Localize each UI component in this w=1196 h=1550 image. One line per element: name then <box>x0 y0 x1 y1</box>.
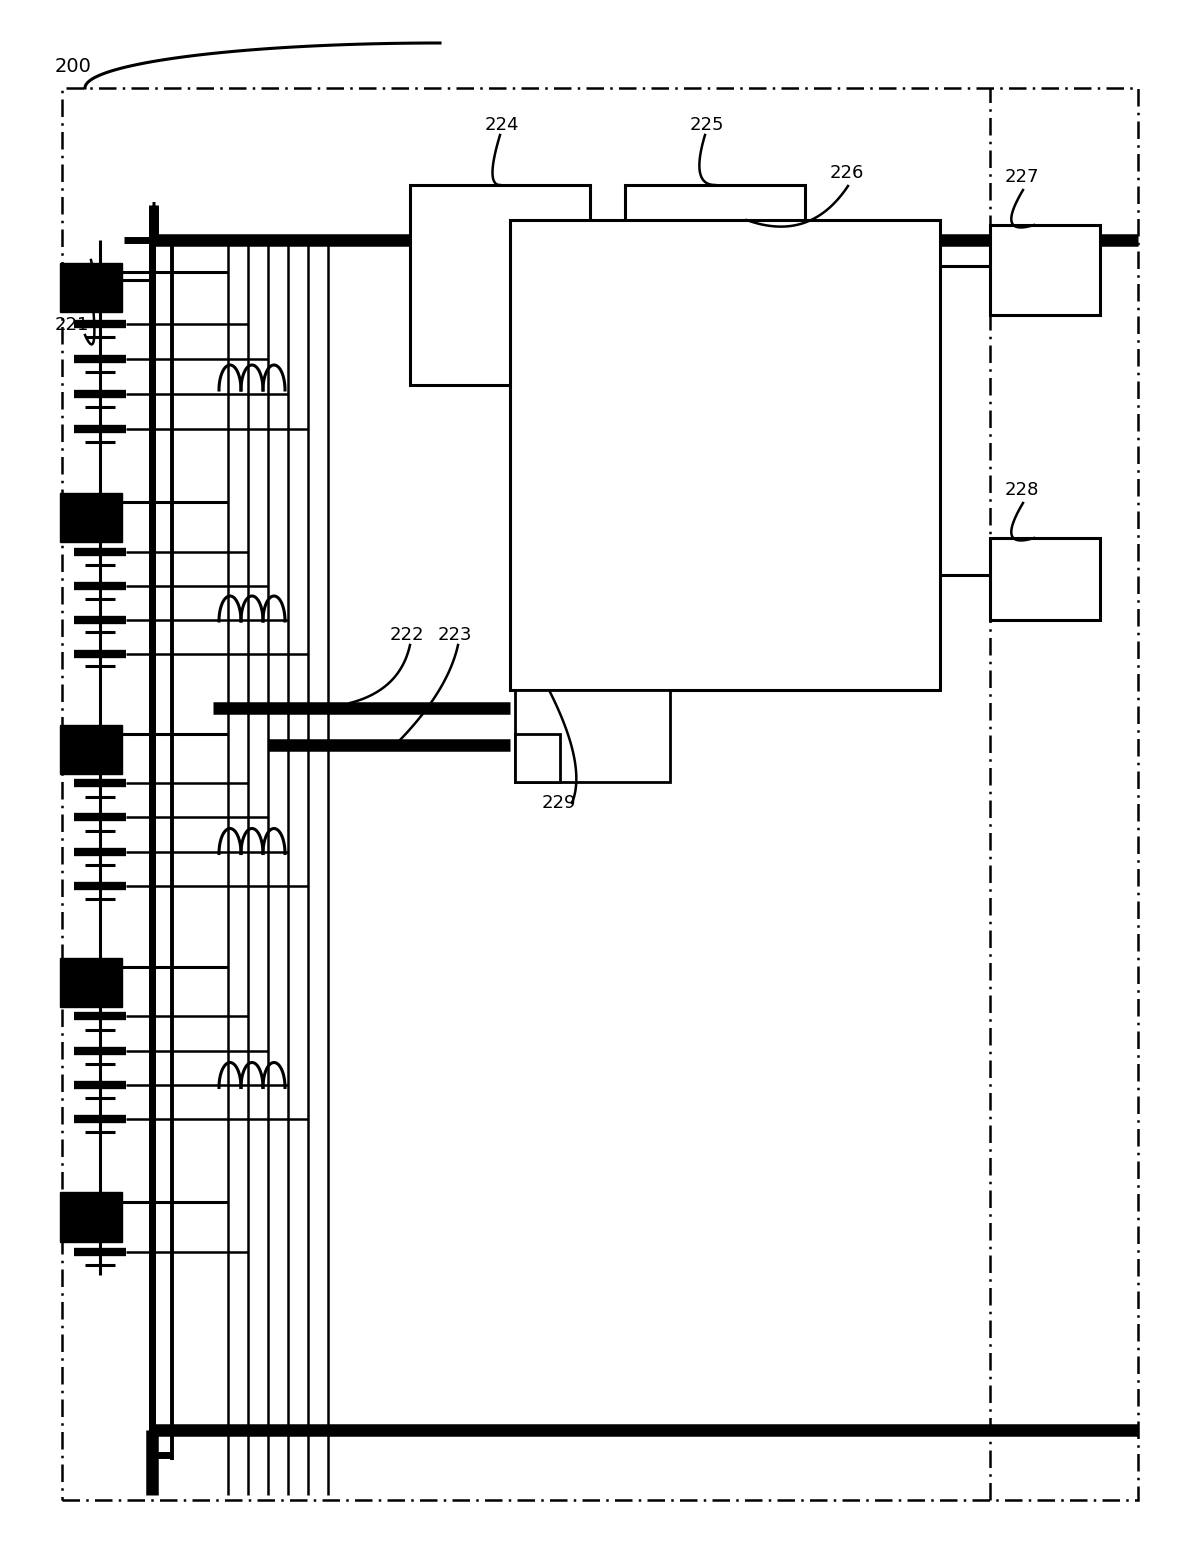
Bar <box>990 538 1100 620</box>
Text: 226: 226 <box>830 164 865 181</box>
Bar <box>60 493 122 542</box>
Bar <box>515 735 560 783</box>
Bar <box>60 1192 122 1242</box>
Bar <box>60 958 122 1008</box>
Bar <box>410 184 590 384</box>
Bar <box>990 225 1100 315</box>
Bar <box>515 690 670 783</box>
Text: 221: 221 <box>55 316 90 333</box>
Text: 223: 223 <box>438 626 472 643</box>
Text: 228: 228 <box>1005 480 1039 499</box>
Bar <box>60 264 122 312</box>
Text: 224: 224 <box>486 116 519 133</box>
Bar <box>509 220 940 690</box>
Text: 229: 229 <box>542 794 576 812</box>
Text: 225: 225 <box>690 116 725 133</box>
Bar <box>60 725 122 773</box>
Text: 222: 222 <box>390 626 425 643</box>
Bar <box>62 88 1139 1500</box>
Text: 210: 210 <box>62 277 96 296</box>
Text: 227: 227 <box>1005 167 1039 186</box>
Text: 200: 200 <box>55 57 92 76</box>
Bar <box>626 184 805 384</box>
